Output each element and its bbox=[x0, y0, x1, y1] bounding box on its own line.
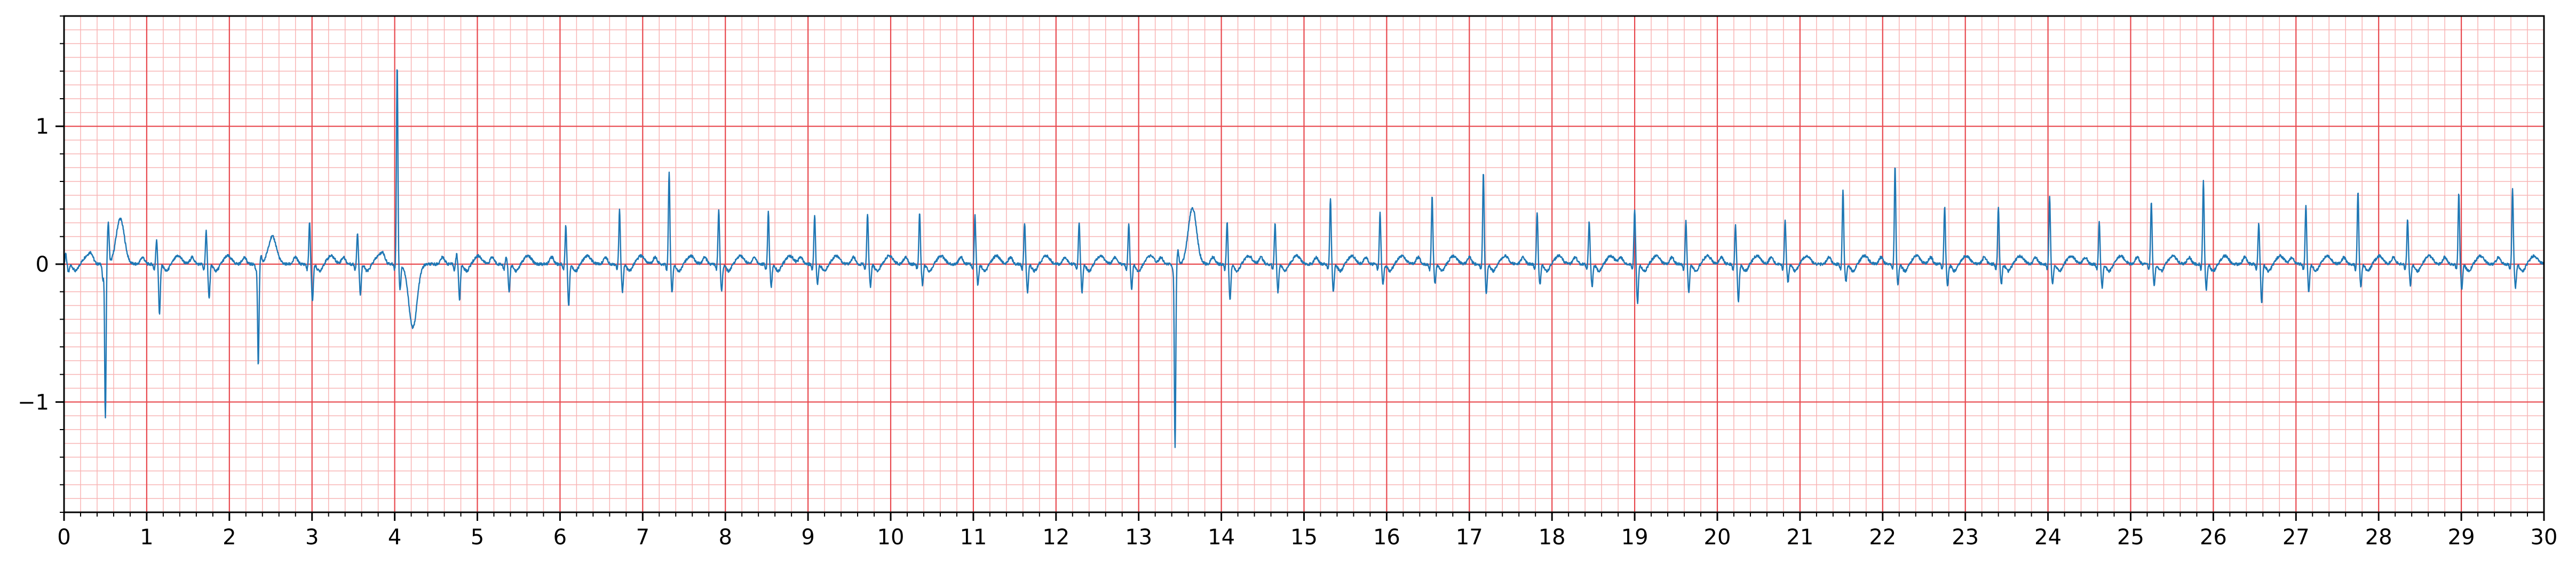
x-tick-label: 29 bbox=[2448, 525, 2475, 550]
r-peak-point bbox=[1226, 222, 1228, 224]
r-peak-point bbox=[396, 63, 398, 65]
x-tick-label: 10 bbox=[877, 525, 905, 550]
x-tick-label: 21 bbox=[1786, 525, 1813, 550]
r-peak-point bbox=[2458, 192, 2460, 194]
r-peak-point bbox=[65, 252, 67, 254]
r-peak-point bbox=[1128, 222, 1130, 224]
r-peak-point bbox=[1685, 220, 1687, 223]
x-tick-label: 16 bbox=[1373, 525, 1400, 550]
x-tick-label: 19 bbox=[1621, 525, 1648, 550]
y-axis: −1 0 1 bbox=[18, 15, 64, 513]
r-peak-point bbox=[974, 215, 976, 217]
r-peak-point bbox=[718, 208, 720, 210]
x-tick-label: 22 bbox=[1869, 525, 1896, 550]
series-layer bbox=[63, 63, 2545, 449]
r-peak-point bbox=[1431, 195, 1433, 197]
r-peak-point bbox=[1784, 219, 1786, 221]
x-tick-label: 13 bbox=[1125, 525, 1152, 550]
x-tick-label: 18 bbox=[1539, 525, 1566, 550]
r-peak-point bbox=[1998, 207, 2000, 209]
r-peak-point bbox=[1078, 222, 1080, 224]
r-peak-point bbox=[1274, 222, 1276, 224]
y-tick-label: −1 bbox=[18, 390, 49, 415]
r-peak-point bbox=[356, 232, 359, 234]
r-peak-point bbox=[1024, 222, 1026, 224]
r-peak-point bbox=[308, 222, 311, 224]
r-peak-point bbox=[2049, 195, 2051, 197]
x-tick-label: 2 bbox=[223, 525, 236, 550]
x-tick-label: 9 bbox=[801, 525, 814, 550]
r-peak-point bbox=[1329, 197, 1331, 199]
r-peak-point bbox=[456, 253, 458, 256]
r-peak-point bbox=[257, 365, 259, 367]
x-tick-label: 3 bbox=[305, 525, 319, 550]
x-tick-label: 5 bbox=[471, 525, 484, 550]
r-peak-point bbox=[2406, 218, 2408, 220]
r-peak-point bbox=[155, 239, 157, 241]
r-peak-point bbox=[2511, 189, 2514, 191]
x-tick-label: 30 bbox=[2531, 525, 2558, 550]
x-tick-label: 11 bbox=[960, 525, 987, 550]
x-tick-label: 17 bbox=[1456, 525, 1483, 550]
r-peak-point bbox=[565, 225, 567, 227]
x-tick-label: 12 bbox=[1042, 525, 1069, 550]
y-tick-label: 0 bbox=[36, 252, 49, 277]
r-peak-point bbox=[668, 171, 670, 173]
r-peak-point bbox=[1379, 211, 1381, 213]
r-peak-point bbox=[2258, 222, 2260, 224]
ecg-trace-line bbox=[63, 69, 2545, 448]
x-tick-label: 1 bbox=[140, 525, 153, 550]
x-tick-label: 28 bbox=[2365, 525, 2392, 550]
r-peak-point bbox=[918, 211, 921, 213]
r-peak-point bbox=[767, 211, 770, 213]
x-tick-label: 25 bbox=[2117, 525, 2144, 550]
r-peak-point bbox=[2202, 179, 2205, 181]
r-peak-point bbox=[2357, 190, 2359, 192]
r-peak-point bbox=[1588, 220, 1590, 223]
x-tick-label: 0 bbox=[57, 525, 70, 550]
r-peak-point bbox=[619, 209, 621, 211]
r-peak-point bbox=[813, 213, 815, 216]
x-tick-label: 24 bbox=[2034, 525, 2062, 550]
x-tick-label: 23 bbox=[1952, 525, 1979, 550]
x-axis: 0 1 2 3 4 5 6 7 8 9 10 11 12 13 14 15 16 17 18 19 20 21 22 23 24… bbox=[57, 512, 2557, 550]
r-peak-point bbox=[1944, 205, 1946, 208]
x-tick-label: 27 bbox=[2282, 525, 2310, 550]
r-peak-point bbox=[205, 230, 207, 232]
x-tick-label: 4 bbox=[388, 525, 401, 550]
r-peak-point bbox=[2150, 201, 2152, 203]
x-tick-label: 15 bbox=[1290, 525, 1318, 550]
r-peak-point bbox=[2098, 222, 2101, 224]
x-tick-label: 6 bbox=[553, 525, 567, 550]
r-peak-point bbox=[1894, 165, 1896, 168]
x-tick-label: 20 bbox=[1704, 525, 1731, 550]
r-peak-point bbox=[1483, 171, 1485, 173]
x-tick-label: 8 bbox=[718, 525, 732, 550]
r-peak-point bbox=[1634, 208, 1636, 210]
x-tick-label: 14 bbox=[1208, 525, 1235, 550]
r-peak-point bbox=[2305, 204, 2307, 206]
r-peak-point bbox=[867, 212, 869, 214]
x-tick-label: 7 bbox=[636, 525, 649, 550]
r-peak-point bbox=[104, 417, 106, 419]
r-peak-point bbox=[505, 256, 508, 258]
r-peak-point bbox=[1536, 211, 1538, 213]
r-peak-point bbox=[1842, 189, 1844, 191]
r-peak-point bbox=[1174, 447, 1176, 449]
r-peak-point bbox=[1734, 225, 1737, 227]
x-tick-label: 26 bbox=[2200, 525, 2227, 550]
y-tick-label: 1 bbox=[36, 115, 49, 139]
